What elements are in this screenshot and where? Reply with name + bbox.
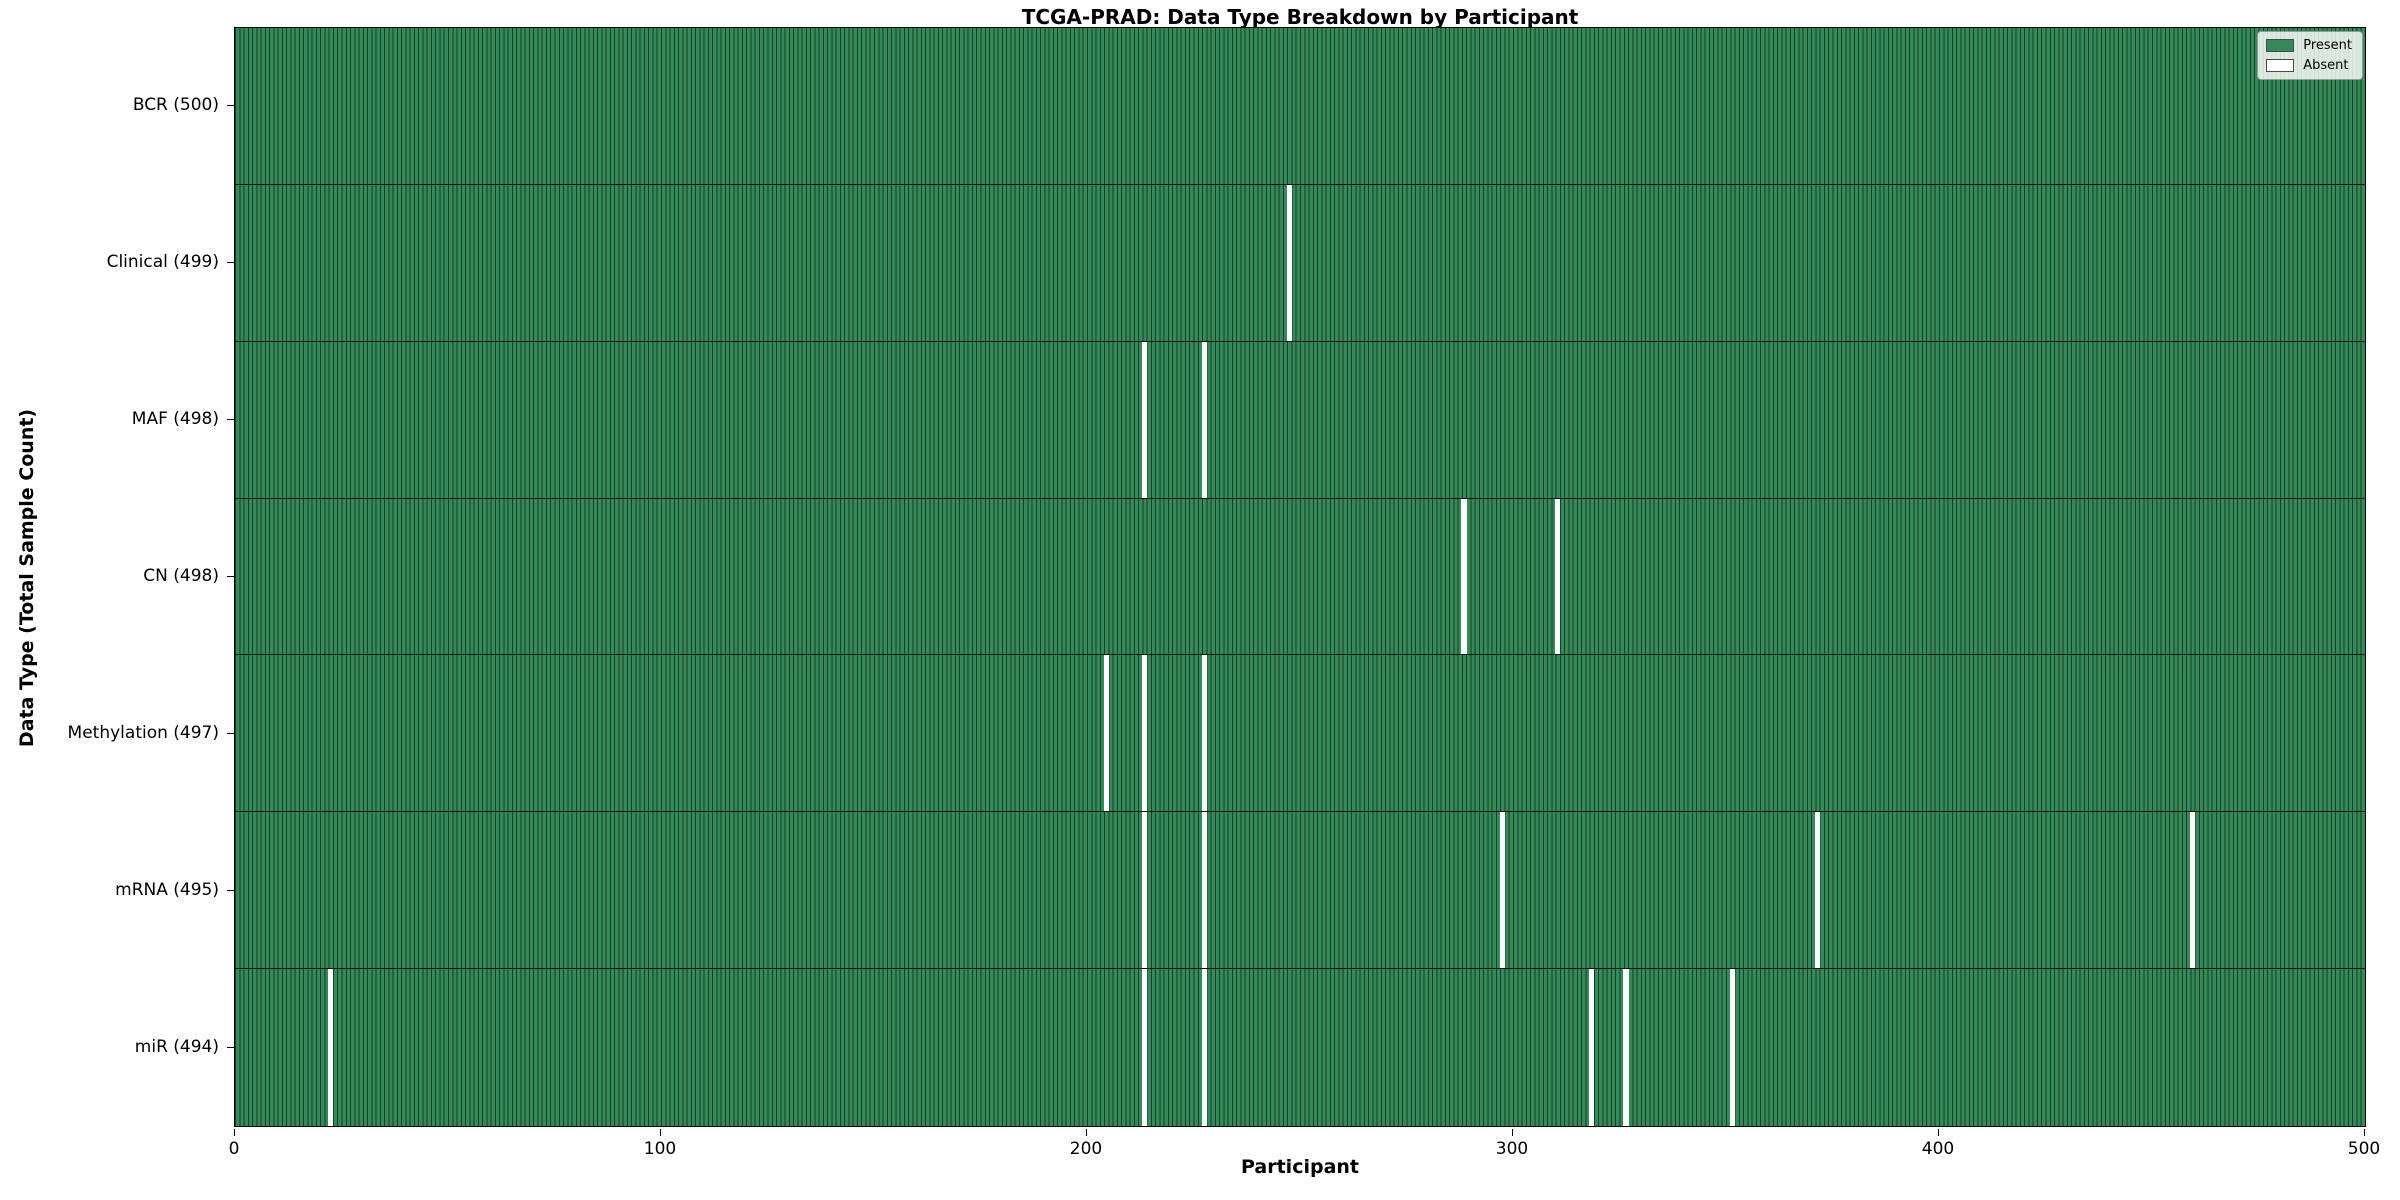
heatmap-row-Methylation	[235, 655, 2365, 813]
y-tick-mark	[227, 262, 234, 264]
absent-gap	[1201, 812, 1207, 969]
legend-label-present: Present	[2303, 38, 2352, 53]
heatmap-row-CN	[235, 498, 2365, 656]
absent-gap	[1141, 341, 1148, 498]
heatmap-row-Clinical	[235, 184, 2365, 342]
absent-gap	[1729, 969, 1735, 1126]
absent-gap	[1499, 812, 1505, 969]
absent-gap	[1201, 655, 1207, 812]
absent-gap	[1201, 341, 1207, 498]
chart-title: TCGA-PRAD: Data Type Breakdown by Partic…	[1021, 5, 1579, 29]
y-tick-mark	[227, 419, 234, 421]
y-tick-label: miR (494)	[134, 1036, 219, 1057]
legend-entry-absent: Absent	[2266, 58, 2352, 73]
x-tick-mark	[2364, 1129, 2365, 1136]
legend-label-absent: Absent	[2303, 58, 2349, 73]
y-tick-mark	[227, 1046, 234, 1048]
heatmap-row-MAF	[235, 341, 2365, 499]
y-axis-label: Data Type (Total Sample Count)	[16, 408, 38, 748]
x-tick-label: 500	[2347, 1139, 2381, 1159]
heatmap-row-mRNA	[235, 812, 2365, 970]
y-tick-label: Methylation (497)	[67, 722, 219, 743]
x-tick-label: 100	[643, 1139, 677, 1159]
x-tick-label: 400	[1921, 1139, 1955, 1159]
y-tick-label: BCR (500)	[132, 95, 219, 116]
x-tick-mark	[234, 1129, 235, 1136]
heatmap-row-miR	[235, 969, 2365, 1126]
y-tick-mark	[227, 576, 234, 577]
x-tick-mark	[1086, 1129, 1087, 1136]
absent-gap	[2189, 812, 2196, 969]
absent-gap	[1461, 498, 1467, 655]
absent-gap	[1141, 969, 1148, 1126]
y-tick-mark	[227, 889, 234, 891]
absent-swatch-icon	[2266, 59, 2295, 72]
x-tick-mark	[1512, 1129, 1513, 1136]
y-tick-label: Clinical (499)	[106, 252, 219, 273]
x-tick-label: 0	[228, 1139, 240, 1159]
y-tick-mark	[227, 105, 234, 107]
y-tick-label: mRNA (495)	[115, 879, 219, 900]
absent-gap	[1141, 812, 1148, 969]
x-tick-mark	[660, 1129, 661, 1136]
absent-gap	[1201, 969, 1207, 1126]
heatmap-plot-area	[234, 27, 2366, 1127]
x-tick-label: 300	[1495, 1139, 1529, 1159]
absent-gap	[1103, 655, 1109, 812]
absent-gap	[1814, 812, 1821, 969]
absent-gap	[1141, 655, 1148, 812]
y-tick-label: MAF (498)	[131, 409, 219, 430]
absent-gap	[1589, 969, 1595, 1126]
legend: Present Absent	[2257, 31, 2363, 80]
x-axis-label: Participant	[1240, 1156, 1360, 1178]
absent-gap	[1286, 184, 1292, 341]
present-swatch-icon	[2266, 39, 2295, 52]
absent-gap	[1555, 498, 1561, 655]
absent-gap	[1623, 969, 1629, 1126]
x-tick-label: 200	[1069, 1139, 1103, 1159]
y-tick-mark	[227, 732, 234, 734]
x-tick-mark	[1938, 1129, 1939, 1136]
heatmap-row-BCR	[235, 28, 2365, 185]
y-tick-label: CN (498)	[143, 566, 219, 586]
legend-entry-present: Present	[2266, 38, 2352, 53]
absent-gap	[328, 969, 334, 1126]
